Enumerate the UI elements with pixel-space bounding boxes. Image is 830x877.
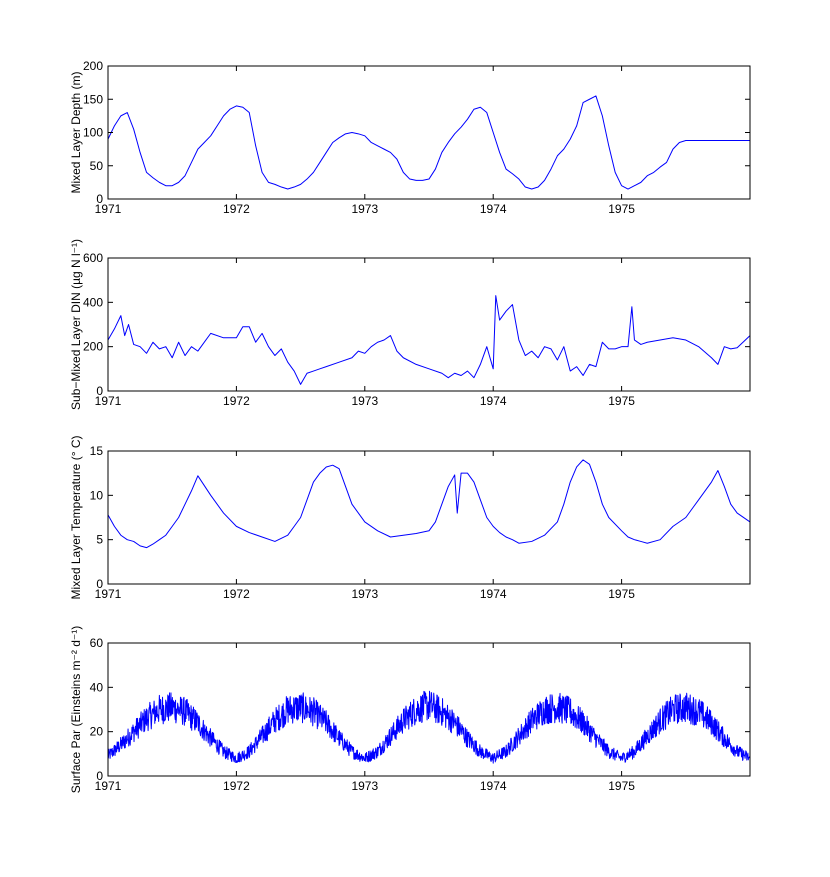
y-tick-label: 0	[96, 384, 103, 398]
series-line-2-1	[107, 295, 751, 385]
y-tick-label: 0	[96, 192, 103, 206]
x-tick-label: 1971	[95, 779, 122, 793]
y-tick-label: 100	[83, 126, 103, 140]
panel-2: 0 200 400 600 1971 1972 1973 1974 1975 Sub−Mixed …	[69, 239, 751, 410]
y-tick-label: 0	[96, 577, 103, 591]
series-line-4-1	[107, 690, 751, 764]
x-tick-label: 1975	[608, 587, 635, 601]
x-tick-label: 1975	[608, 394, 635, 408]
y-tick-label: 200	[83, 340, 103, 354]
panel-1: 0 50 100 150 200 1971 1972 1973 1974 1975 Mixed La…	[69, 59, 751, 216]
plot-frame	[107, 642, 751, 777]
x-tick-label: 1975	[608, 779, 635, 793]
y-tick-label: 60	[90, 636, 104, 650]
plot-frame	[107, 257, 751, 392]
x-tick-label: 1971	[95, 587, 122, 601]
y-tick-label: 10	[90, 488, 104, 502]
x-tick-label: 1973	[351, 202, 378, 216]
plot-frame	[107, 450, 751, 585]
y-tick-label: 400	[83, 295, 103, 309]
y-axis-label: Mixed Layer Temperature (° C)	[69, 436, 83, 600]
y-tick-label: 15	[90, 444, 104, 458]
y-tick-label: 0	[96, 769, 103, 783]
x-tick-label: 1972	[223, 587, 250, 601]
x-tick-label: 1974	[480, 394, 507, 408]
y-tick-label: 600	[83, 251, 103, 265]
x-tick-label: 1971	[95, 394, 122, 408]
x-tick-label: 1973	[351, 394, 378, 408]
x-tick-label: 1973	[351, 779, 378, 793]
x-tick-label: 1972	[223, 779, 250, 793]
x-tick-label: 1972	[223, 202, 250, 216]
panel-3: 0 5 10 15 1971 1972 1973 1974 1975 Mixed Layer Te…	[69, 436, 751, 601]
y-tick-label: 5	[96, 533, 103, 547]
y-axis-label: Mixed Layer Depth (m)	[69, 71, 83, 193]
y-tick-label: 200	[83, 59, 103, 73]
series-line-1-1	[107, 95, 750, 190]
x-tick-label: 1974	[480, 202, 507, 216]
y-tick-label: 150	[83, 92, 103, 106]
x-tick-label: 1973	[351, 587, 378, 601]
x-tick-label: 1971	[95, 202, 122, 216]
series-line-3-1	[107, 459, 751, 549]
y-tick-label: 40	[90, 680, 104, 694]
panel-4: 0 20 40 60 1971 1972 1973 1974 1975 Surface Par (…	[69, 626, 751, 793]
y-tick-label: 20	[90, 725, 104, 739]
y-axis-label: Sub−Mixed Layer DIN (µg N l⁻¹)	[69, 239, 83, 410]
x-tick-label: 1972	[223, 394, 250, 408]
x-tick-label: 1974	[480, 587, 507, 601]
x-tick-label: 1974	[480, 779, 507, 793]
x-tick-label: 1975	[608, 202, 635, 216]
y-axis-label: Surface Par (Einsteins m⁻² d⁻¹)	[69, 626, 83, 793]
y-tick-label: 50	[90, 159, 104, 173]
